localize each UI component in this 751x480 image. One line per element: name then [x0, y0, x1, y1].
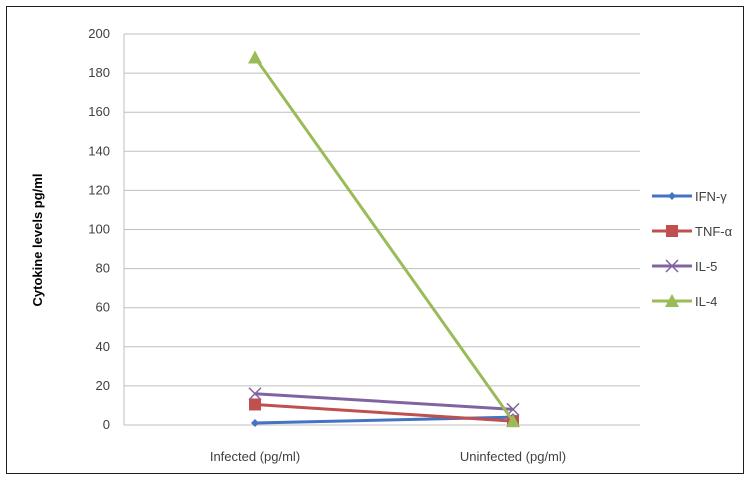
legend-item: IL-4 [652, 294, 717, 309]
series-line-2 [254, 392, 514, 411]
legend: IFN-γ TNF-α IL-5 IL-4 [652, 189, 733, 309]
data-point-2-0 [248, 387, 262, 401]
y-tick-label: 0 [103, 417, 110, 432]
legend-marker [665, 259, 679, 273]
y-tick-label: 20 [96, 378, 110, 393]
y-tick-label: 200 [88, 26, 110, 41]
data-point-1-0 [249, 398, 261, 411]
series-lines [248, 50, 520, 428]
legend-label: IL-4 [695, 294, 717, 309]
gridlines [123, 33, 640, 426]
legend-label: IL-5 [695, 259, 717, 274]
y-tick-labels: 0 20 40 60 80 100 120 140 160 180 200 [88, 26, 110, 432]
chart-frame [6, 6, 744, 474]
legend-marker [666, 225, 678, 237]
y-tick-label: 120 [88, 182, 110, 197]
legend-marker [665, 294, 679, 307]
data-point-3-0 [248, 50, 262, 64]
y-tick-label: 140 [88, 143, 110, 158]
legend-label: IFN-γ [695, 189, 727, 204]
x-category-label: Uninfected (pg/ml) [460, 449, 566, 464]
data-point-0-0 [251, 419, 259, 428]
legend-item: TNF-α [652, 224, 733, 239]
y-axis-title: Cytokine levels pg/ml [30, 174, 45, 307]
y-tick-label: 60 [96, 300, 110, 315]
x-category-label: Infected (pg/ml) [210, 449, 300, 464]
series-line-1 [254, 402, 514, 423]
legend-item: IL-5 [652, 259, 717, 274]
y-tick-label: 80 [96, 261, 110, 276]
legend-item: IFN-γ [652, 189, 727, 204]
legend-label: TNF-α [695, 224, 733, 239]
data-point-3-1 [506, 414, 520, 428]
legend-marker [668, 192, 676, 200]
series-line-3 [253, 56, 515, 422]
y-tick-label: 40 [96, 339, 110, 354]
y-tick-label: 100 [88, 222, 110, 237]
y-tick-label: 160 [88, 104, 110, 119]
y-tick-label: 180 [88, 65, 110, 80]
x-category-labels: Infected (pg/ml) Uninfected (pg/ml) [210, 449, 566, 464]
